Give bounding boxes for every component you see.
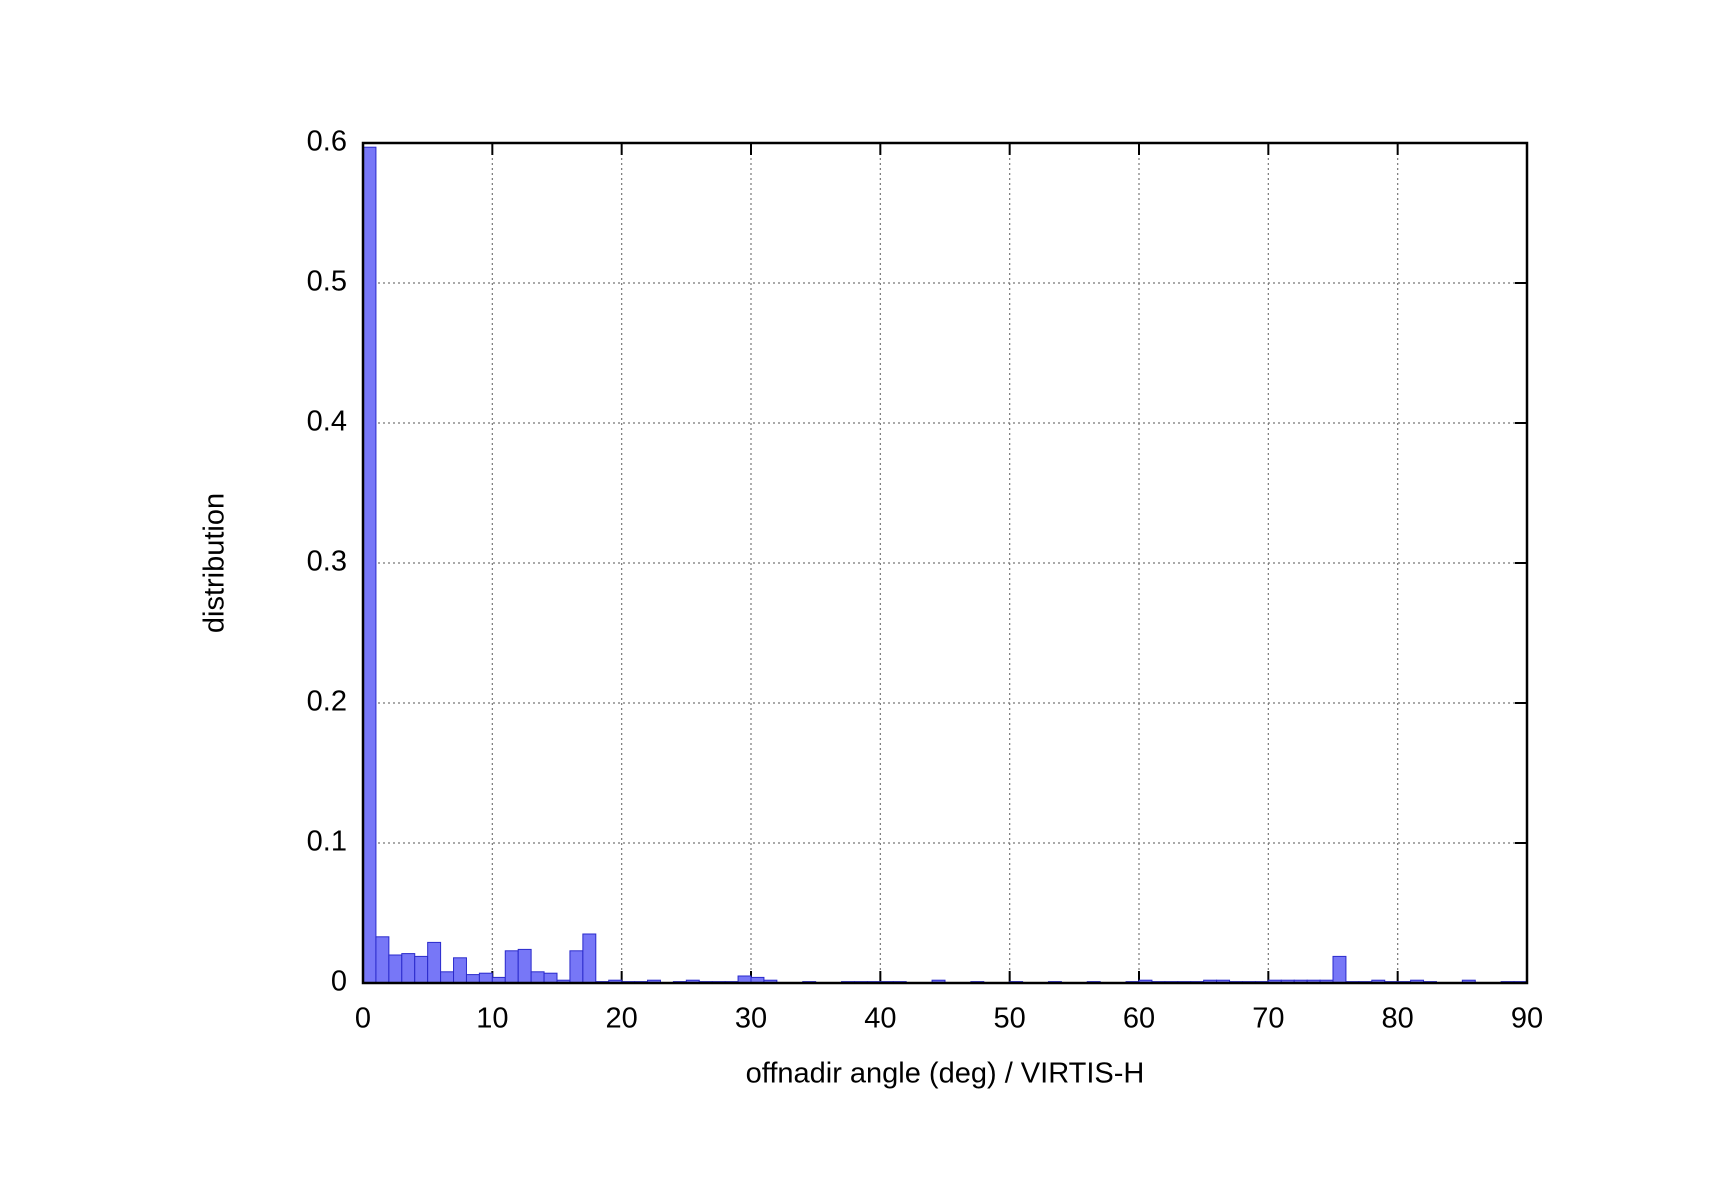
y-tick-label: 0 [331,966,347,998]
bar [582,933,597,984]
bar [427,941,442,984]
y-axis-label: distribution [199,493,231,633]
bar [453,957,467,984]
bar [569,950,584,984]
bar [362,146,377,984]
x-tick-label: 10 [476,1003,508,1035]
bar [440,971,455,984]
x-tick-label: 20 [606,1003,638,1035]
plot-frame [361,141,1529,985]
y-tick-label: 0.3 [307,546,347,578]
bar [401,953,416,984]
x-tick-label: 90 [1511,1003,1543,1035]
bar [388,954,403,984]
y-tick-label: 0.1 [307,826,347,858]
bar [414,955,429,984]
x-tick-label: 30 [735,1003,767,1035]
bar [543,972,558,984]
y-tick-label: 0.2 [307,686,347,718]
x-tick-label: 40 [864,1003,896,1035]
y-tick-label: 0.6 [307,126,347,158]
x-tick-label: 80 [1382,1003,1414,1035]
bar [478,972,493,984]
bar [375,936,390,984]
bar [465,974,480,984]
x-tick-label: 60 [1123,1003,1155,1035]
x-tick-label: 50 [994,1003,1026,1035]
bar [504,950,519,984]
bar [530,971,545,984]
x-axis-label: offnadir angle (deg) / VIRTIS-H [746,1058,1145,1090]
y-tick-label: 0.4 [307,406,347,438]
bar [517,948,532,984]
x-tick-label: 70 [1252,1003,1284,1035]
y-tick-label: 0.5 [307,266,347,298]
bar [1332,955,1347,984]
x-tick-label: 0 [355,1003,371,1035]
